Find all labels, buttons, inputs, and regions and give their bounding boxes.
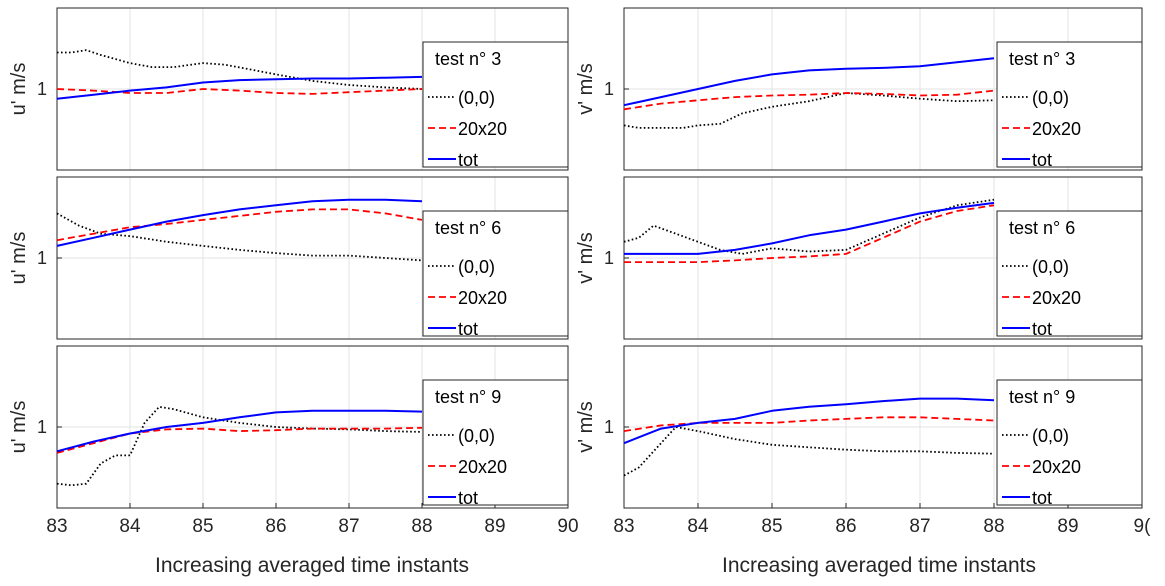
legend-entry-label: tot [1032,488,1052,508]
legend-entry-label: tot [1032,319,1052,339]
x-tick-label: 88 [983,516,1004,537]
y-axis-label: v' m/s [575,401,597,453]
y-tick-label: 1 [37,417,47,437]
legend-box [422,210,569,337]
legend-entry-label: 20x20 [458,119,507,139]
series-line-tot [623,57,995,107]
x-tick-label: 89 [1057,516,1078,537]
legend-entry-label: (0,0) [458,426,495,446]
legend-entry-label: 20x20 [458,457,507,477]
legend-entry-label: (0,0) [1032,257,1069,277]
y-axis-label: v' m/s [575,63,597,115]
x-tick-label: 87 [338,516,359,537]
legend-box [996,210,1143,337]
legend-entry-label: 20x20 [1032,457,1081,477]
x-tick-label: 9( [1134,516,1152,537]
x-tick-label: 83 [46,516,67,537]
x-tick-label: 83 [613,516,634,537]
legend-title: test n° 9 [435,387,501,407]
series-line-tot [56,198,423,247]
legend-box [422,41,569,168]
legend-entry-label: (0,0) [458,88,495,108]
legend-entry-label: tot [458,150,478,170]
x-tick-label: 84 [687,516,709,537]
legend-entry-label: tot [1032,150,1052,170]
series-line-00 [57,49,423,90]
axes-panel-left-3: 1 u' m/s 83 84 85 86 87 88 89 90 [8,345,579,537]
x-axis-label-left: Increasing averaged time instants [155,554,469,577]
y-axis-label: u' m/s [8,401,30,454]
legend-title: test n° 6 [1009,218,1075,238]
series-line-20x20 [623,416,995,432]
series-line-00 [623,426,995,477]
legend-box [996,41,1143,168]
x-tick-label: 85 [192,516,213,537]
series-line-tot [623,397,995,445]
x-tick-label: 89 [484,516,505,537]
legend-entry-label: tot [458,488,478,508]
legend-left-3: test n° 9 (0,0) 20x20 tot [422,379,569,508]
legend-left-1: test n° 3 (0,0) 20x20 tot [422,41,569,170]
series-line-tot [624,201,995,255]
legend-entry-label: (0,0) [1032,426,1069,446]
legend-entry-label: 20x20 [1032,119,1081,139]
legend-title: test n° 3 [1009,49,1075,69]
legend-entry-label: 20x20 [458,288,507,308]
y-axis-label: v' m/s [575,232,597,284]
legend-right-1: test n° 3 (0,0) 20x20 tot [996,41,1143,170]
x-tick-label: 85 [761,516,782,537]
y-tick-label: 1 [604,417,614,437]
series-line-tot [56,409,423,453]
series-line-20x20 [623,89,995,111]
series-line-00 [56,212,423,262]
legend-entry-label: (0,0) [458,257,495,277]
series-line-00 [623,92,995,129]
legend-left-2: test n° 6 (0,0) 20x20 tot [422,210,569,339]
axes-panel-left-2: 1 u' m/s [8,176,569,340]
x-tick-label: 87 [909,516,930,537]
y-tick-label: 1 [37,248,47,268]
series-line-20x20 [624,204,995,264]
series-line-00 [56,405,423,487]
legend-right-2: test n° 6 (0,0) 20x20 tot [996,210,1143,339]
legend-entry-label: 20x20 [1032,288,1081,308]
x-axis-label-right: Increasing averaged time instants [722,554,1036,577]
y-tick-label: 1 [604,248,614,268]
legend-title: test n° 6 [435,218,501,238]
legend-title: test n° 9 [1009,387,1075,407]
x-tick-label: 84 [119,516,141,537]
y-tick-label: 1 [37,79,47,99]
x-tick-label: 90 [557,516,578,537]
legend-box [996,379,1143,506]
series-line-20x20 [56,426,423,454]
series-line-00 [623,198,995,255]
x-tick-label: 86 [835,516,856,537]
series-line-tot [56,75,423,100]
legend-title: test n° 3 [435,49,501,69]
x-tick-label: 88 [411,516,432,537]
legend-entry-label: tot [458,319,478,339]
series-line-20x20 [56,208,423,242]
y-tick-label: 1 [604,79,614,99]
legend-right-3: test n° 9 (0,0) 20x20 tot [996,379,1143,508]
legend-entry-label: (0,0) [1032,88,1069,108]
legend-box [422,379,569,506]
y-axis-label: u' m/s [8,232,30,285]
y-axis-label: u' m/s [8,63,30,116]
x-tick-label: 86 [265,516,286,537]
